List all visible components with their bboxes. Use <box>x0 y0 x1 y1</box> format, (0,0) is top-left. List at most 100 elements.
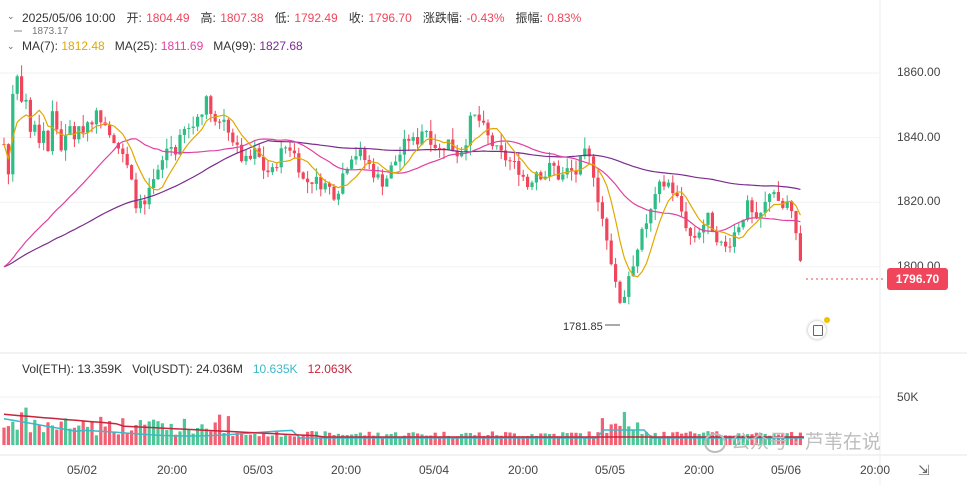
candle-body <box>750 200 754 213</box>
candle-body <box>446 139 450 151</box>
candle-body <box>323 183 327 190</box>
candle-body <box>702 224 706 233</box>
candle-body <box>328 183 332 187</box>
candle-body <box>534 172 538 183</box>
amplitude-label: 振幅: <box>515 11 543 25</box>
volume-bar <box>640 433 644 445</box>
candle-body <box>292 150 296 154</box>
volume-bar <box>385 434 389 445</box>
scale-toggle-icon[interactable]: ⇲ <box>918 462 930 478</box>
candle-body <box>37 124 41 143</box>
volume-bar <box>262 431 266 445</box>
candle-body <box>297 153 301 173</box>
candle-body <box>279 148 283 168</box>
candle-body <box>763 201 767 213</box>
volume-bar <box>270 435 274 445</box>
candle-body <box>649 209 653 224</box>
candle-body <box>548 162 552 177</box>
vol-eth-value: 13.359K <box>77 362 123 376</box>
candle-body <box>741 219 745 228</box>
watermark: 公众号 · 芦苇在说 <box>704 427 881 454</box>
candle-body <box>244 155 248 162</box>
volume-bar <box>539 433 543 445</box>
volume-bar <box>218 414 222 445</box>
volume-bar <box>46 422 50 445</box>
collapse-caret-icon[interactable]: ⌄ <box>7 11 15 21</box>
candle-body <box>420 131 424 145</box>
volume-bar <box>244 434 248 445</box>
candle-body <box>314 176 318 184</box>
volume-bar <box>486 434 490 445</box>
candle-body <box>504 150 508 161</box>
candle-body <box>42 130 46 143</box>
candle-body <box>253 148 257 159</box>
volume-bar <box>622 412 626 445</box>
volume-bar <box>116 434 120 445</box>
volume-bar <box>389 434 393 445</box>
open-value: 1804.49 <box>146 11 190 25</box>
candle-body <box>728 246 732 248</box>
notes-icon[interactable] <box>808 317 830 339</box>
volume-bar <box>750 434 754 445</box>
candle-body <box>424 131 428 133</box>
candle-body <box>288 147 292 151</box>
volume-bar <box>6 426 10 445</box>
volume-bar <box>556 436 560 445</box>
candle-body <box>81 126 85 133</box>
volume-bar <box>248 434 252 445</box>
volume-bar <box>702 432 706 445</box>
volume-bar <box>534 435 538 445</box>
candle-body <box>640 229 644 250</box>
candle-body <box>653 194 657 210</box>
volume-bar <box>20 412 24 445</box>
vol-ma-long-value: 12.063K <box>307 362 353 376</box>
volume-bar <box>781 434 785 445</box>
volume-bar <box>754 432 758 445</box>
volume-bar <box>433 432 437 445</box>
price-tick-1860: 1860.00 <box>897 65 941 79</box>
volume-bar <box>658 436 662 445</box>
volume-ma-short-line <box>3 417 804 439</box>
volume-bar <box>636 422 640 445</box>
ma-collapse-caret-icon[interactable]: ⌄ <box>7 41 15 51</box>
candle-body <box>306 178 310 183</box>
candle-body <box>609 240 613 265</box>
volume-bar <box>209 431 213 445</box>
candle-body <box>77 126 81 140</box>
volume-bar <box>350 434 354 445</box>
volume-bar <box>297 436 301 445</box>
candle-body <box>169 147 173 149</box>
volume-bar <box>543 433 547 445</box>
volume-bar <box>125 433 129 445</box>
volume-bar <box>328 432 332 445</box>
volume-bar <box>609 424 613 445</box>
volume-bar <box>279 436 283 445</box>
candle-body <box>411 137 415 141</box>
candle-body <box>213 113 217 122</box>
candle-body <box>262 156 266 171</box>
candle-body <box>614 264 618 282</box>
candle-body <box>600 202 604 219</box>
candle-body <box>363 149 367 161</box>
candle-body <box>508 160 512 162</box>
candle-body <box>55 111 59 130</box>
candle-body <box>350 159 354 169</box>
candle-body <box>719 241 723 243</box>
volume-bar <box>512 433 516 445</box>
candle-body <box>416 137 420 145</box>
volume-bar <box>204 428 208 445</box>
volume-bar <box>728 435 732 445</box>
volume-bar <box>55 429 59 445</box>
candle-body <box>394 161 398 166</box>
volume-bar <box>301 435 305 445</box>
high-label: 高: <box>200 11 216 25</box>
candle-body <box>20 76 24 102</box>
ohlc-header: 2025/05/06 10:00 开: 1804.49 高: 1807.38 低… <box>22 9 582 26</box>
volume-bar <box>768 435 772 445</box>
current-price-tag: 1796.70 <box>887 268 948 290</box>
ma99-value: 1827.68 <box>259 39 303 53</box>
candle-body <box>235 142 239 145</box>
candle-body <box>605 218 609 241</box>
